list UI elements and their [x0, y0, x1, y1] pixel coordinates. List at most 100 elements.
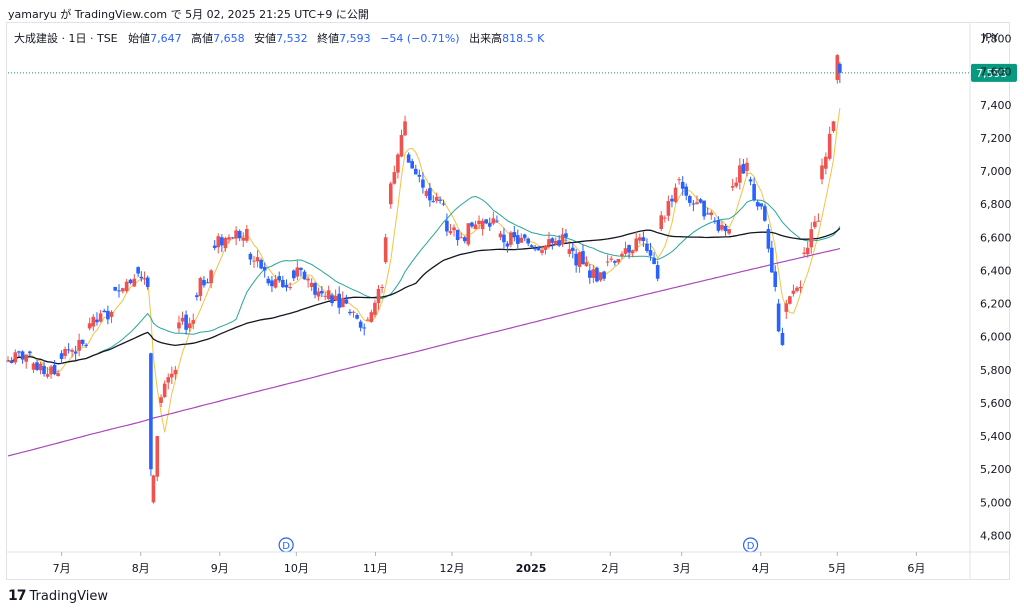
y-tick-label: 6,600: [980, 231, 1012, 244]
close-label: 終値: [317, 32, 340, 45]
candle-body: [727, 229, 731, 234]
candle-body: [87, 323, 92, 329]
candle-body: [216, 236, 221, 248]
candle-body: [641, 237, 646, 242]
candle-body: [484, 219, 488, 224]
candle-body: [723, 225, 728, 232]
candle-body: [584, 262, 589, 266]
candle-body: [459, 237, 463, 239]
candle-body: [234, 230, 238, 239]
candle-body: [713, 220, 717, 222]
candle-body: [835, 55, 840, 80]
x-tick-label: 12月: [440, 562, 465, 575]
x-tick-label: 2025: [516, 562, 547, 575]
x-axis: 7月 8月 9月 10月 11月 12月 2025 2月 3月 4月 5月 6月: [6, 551, 1010, 575]
candle-body: [755, 202, 760, 207]
candle-body: [616, 258, 621, 263]
candle-body: [220, 237, 224, 246]
candle-body: [688, 196, 692, 203]
candle-body: [598, 272, 603, 281]
candle-body: [396, 154, 400, 173]
candle-body: [248, 253, 253, 260]
candle-body: [31, 363, 36, 370]
candle-body: [266, 278, 271, 284]
candle-body: [709, 212, 714, 216]
low-label: 安値: [254, 32, 277, 45]
candle-body: [802, 252, 806, 254]
candle-body: [438, 199, 442, 201]
candle-body: [299, 267, 303, 270]
candle-body: [648, 250, 653, 256]
candle-body: [124, 281, 129, 292]
candle-body: [380, 287, 384, 288]
candle-body: [745, 162, 749, 171]
candle-body: [773, 271, 778, 287]
y-axis: 4,800 5,000 5,200 5,400 5,600 5,800 6,000 6,200…: [969, 22, 1012, 580]
candle-body: [605, 261, 610, 263]
candle-body: [634, 238, 639, 251]
candle-body: [595, 267, 599, 282]
low-value: 7,532: [276, 32, 308, 45]
tradingview-brand[interactable]: TradingView: [29, 588, 109, 604]
candle-body: [421, 179, 425, 188]
candle-body: [609, 258, 614, 260]
candle-body: [627, 245, 631, 253]
ma-short-line: [7, 107, 841, 433]
candle-body: [344, 299, 349, 304]
candle-body: [17, 351, 21, 353]
candle-body: [340, 298, 345, 308]
candle-body: [470, 222, 474, 227]
ma-200-line: [7, 247, 841, 457]
candle-body: [613, 261, 617, 263]
x-tick-label: 4月: [752, 562, 770, 575]
candle-body: [838, 63, 842, 73]
candle-body: [291, 270, 296, 279]
candle-body: [73, 351, 78, 354]
candle-body: [752, 184, 756, 201]
candle-body: [351, 311, 356, 313]
candle-body: [498, 233, 503, 238]
symbol-name[interactable]: 大成建設 · 1日 · TSE: [14, 32, 118, 45]
candle-body: [487, 223, 492, 227]
y-tick-label: 4,800: [980, 529, 1012, 542]
candle-body: [652, 257, 656, 265]
footer-brand: 17 TradingView: [8, 588, 108, 604]
candle-body: [180, 317, 185, 322]
candle-body: [63, 348, 67, 356]
candle-body: [543, 245, 548, 250]
candle-body: [784, 303, 789, 312]
candle-body: [237, 231, 242, 239]
candle-body: [355, 315, 359, 319]
candle-body: [748, 179, 753, 182]
candle-body: [574, 253, 578, 266]
candle-body: [337, 293, 342, 308]
ma-long-line: [7, 227, 841, 365]
candle-body: [567, 249, 572, 254]
current-price-tag: [971, 63, 1017, 82]
candle-body: [241, 237, 246, 241]
high-label: 高値: [191, 32, 214, 45]
candle-body: [824, 156, 828, 169]
dividend-marker-label: D: [282, 541, 290, 552]
candle-body: [445, 220, 449, 232]
candle-body: [270, 280, 274, 287]
candle-body: [659, 215, 664, 230]
candle-body: [827, 133, 832, 159]
candle-body: [403, 121, 407, 136]
candle-body: [323, 295, 328, 297]
candle-body: [255, 257, 260, 262]
candle-body: [529, 245, 534, 247]
candle-body: [151, 475, 156, 503]
candle-body: [663, 217, 667, 219]
candle-body: [252, 260, 256, 262]
x-tick-label: 2月: [601, 562, 619, 575]
candle-body: [45, 374, 50, 377]
candle-body: [587, 270, 592, 278]
candle-body: [776, 303, 781, 332]
chart-frame: [6, 22, 1010, 580]
candle-body: [560, 234, 565, 245]
candle-body: [173, 369, 178, 375]
candle-body: [56, 373, 60, 377]
currency-label[interactable]: JPY: [982, 31, 999, 44]
